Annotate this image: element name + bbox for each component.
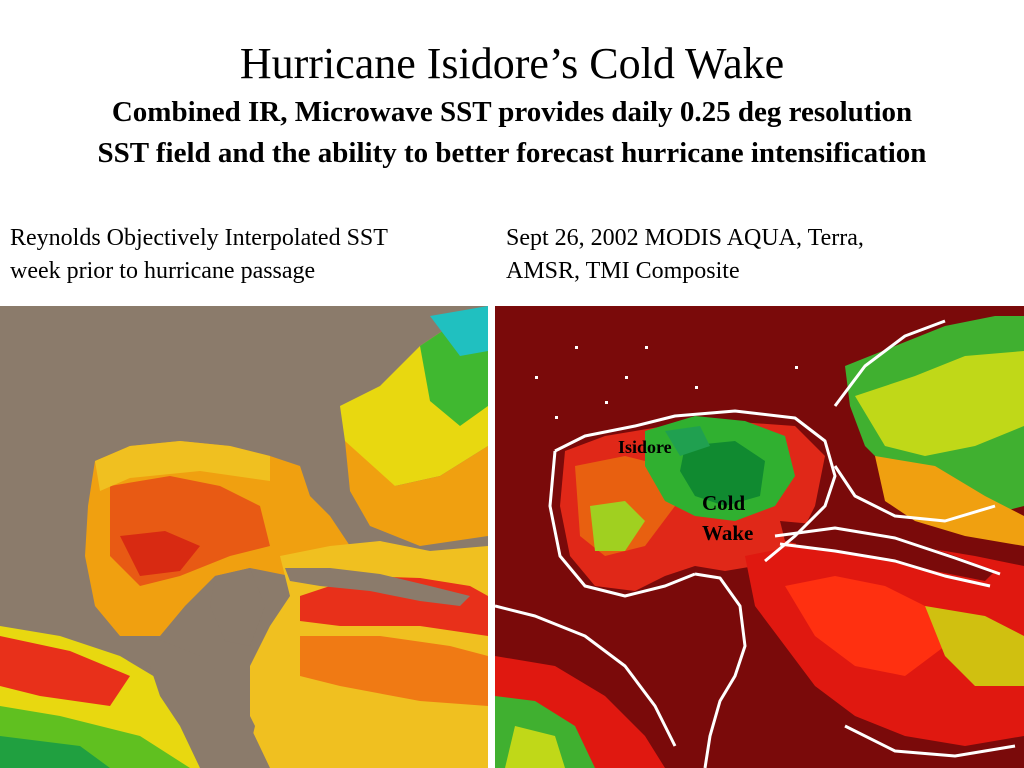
right-caption-line-2: AMSR, TMI Composite xyxy=(506,258,740,284)
cold-wake-label: Cold Wake xyxy=(702,488,772,548)
slide-title: Hurricane Isidore’s Cold Wake xyxy=(239,39,785,88)
cold-wake-label-line-1: Cold xyxy=(702,491,746,515)
subtitle-line-1: Combined IR, Microwave SST provides dail… xyxy=(111,96,913,128)
right-caption: Sept 26, 2002 MODIS AQUA, Terra, AMSR, T… xyxy=(506,222,1006,288)
left-caption-line-2: week prior to hurricane passage xyxy=(10,258,316,284)
right-caption-line-1: Sept 26, 2002 MODIS AQUA, Terra, xyxy=(506,225,864,251)
subtitle-line-2: SST field and the ability to better fore… xyxy=(97,137,927,169)
isidore-label: Isidore xyxy=(618,437,672,457)
composite-sst-map xyxy=(495,306,1024,768)
left-caption: Reynolds Objectively Interpolated SST we… xyxy=(10,222,480,288)
reynolds-sst-map xyxy=(0,306,488,768)
cold-wake-label-line-2: Wake xyxy=(702,521,754,545)
left-caption-line-1: Reynolds Objectively Interpolated SST xyxy=(10,225,388,251)
reynolds-sst-map-image xyxy=(0,306,488,768)
composite-sst-map-image xyxy=(495,316,1024,768)
